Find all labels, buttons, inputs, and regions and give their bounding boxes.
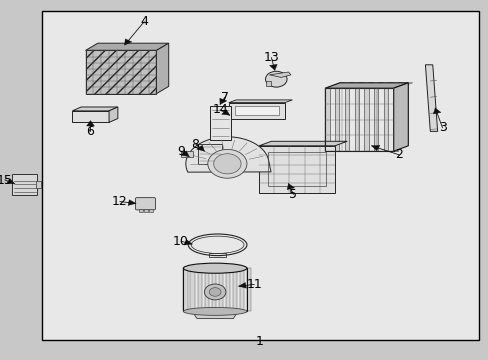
Polygon shape	[383, 83, 402, 88]
Polygon shape	[246, 268, 251, 311]
Polygon shape	[183, 268, 187, 311]
Polygon shape	[240, 268, 244, 311]
Polygon shape	[124, 39, 132, 45]
Ellipse shape	[183, 307, 246, 315]
Polygon shape	[196, 145, 204, 151]
Polygon shape	[354, 88, 358, 151]
Text: 5: 5	[289, 188, 297, 201]
Text: 1: 1	[255, 336, 263, 348]
Polygon shape	[181, 151, 193, 157]
Polygon shape	[197, 268, 202, 311]
Polygon shape	[325, 88, 329, 151]
Polygon shape	[373, 88, 378, 151]
Text: 7: 7	[221, 91, 228, 104]
Polygon shape	[192, 311, 238, 319]
Polygon shape	[221, 110, 229, 115]
Polygon shape	[190, 268, 194, 311]
Polygon shape	[354, 83, 373, 88]
Polygon shape	[185, 137, 270, 172]
Polygon shape	[232, 268, 237, 311]
Polygon shape	[393, 88, 397, 151]
Polygon shape	[225, 268, 230, 311]
Polygon shape	[269, 64, 277, 70]
Circle shape	[204, 284, 225, 300]
Polygon shape	[334, 88, 339, 151]
Circle shape	[265, 71, 286, 87]
Polygon shape	[181, 151, 189, 157]
Polygon shape	[85, 43, 168, 50]
Circle shape	[207, 149, 246, 178]
Polygon shape	[156, 43, 168, 94]
Polygon shape	[183, 240, 192, 245]
Ellipse shape	[183, 263, 246, 273]
Polygon shape	[371, 145, 379, 150]
Polygon shape	[72, 111, 109, 122]
Circle shape	[213, 154, 241, 174]
Polygon shape	[425, 65, 437, 131]
FancyBboxPatch shape	[12, 174, 37, 195]
Polygon shape	[286, 184, 294, 190]
Text: 15: 15	[0, 174, 13, 186]
Text: 6: 6	[86, 125, 94, 138]
Polygon shape	[210, 106, 230, 140]
Polygon shape	[228, 103, 285, 119]
Polygon shape	[393, 83, 412, 88]
Polygon shape	[198, 144, 222, 164]
Polygon shape	[6, 179, 15, 184]
Polygon shape	[373, 83, 392, 88]
Text: 4: 4	[140, 15, 148, 28]
Polygon shape	[325, 83, 344, 88]
Bar	[149, 209, 152, 212]
Polygon shape	[109, 107, 118, 122]
Polygon shape	[393, 83, 407, 151]
Polygon shape	[86, 121, 94, 126]
Bar	[36, 180, 41, 188]
Polygon shape	[325, 83, 407, 88]
Polygon shape	[344, 83, 363, 88]
Polygon shape	[334, 83, 353, 88]
Text: 9: 9	[177, 145, 184, 158]
Polygon shape	[265, 81, 271, 86]
Polygon shape	[204, 268, 208, 311]
Text: 13: 13	[263, 51, 279, 64]
Polygon shape	[220, 98, 226, 104]
Polygon shape	[259, 146, 334, 193]
Polygon shape	[72, 107, 118, 111]
Polygon shape	[259, 141, 346, 146]
Text: 14: 14	[212, 103, 227, 116]
Polygon shape	[228, 100, 292, 103]
Bar	[41, 11, 478, 340]
Polygon shape	[234, 106, 279, 115]
Polygon shape	[269, 72, 290, 77]
Text: 8: 8	[191, 138, 199, 150]
Polygon shape	[364, 83, 383, 88]
Text: 11: 11	[246, 278, 262, 291]
Polygon shape	[432, 108, 440, 114]
Circle shape	[209, 288, 221, 296]
Polygon shape	[344, 88, 348, 151]
Polygon shape	[211, 268, 216, 311]
Bar	[144, 209, 147, 212]
Text: 3: 3	[438, 121, 446, 134]
Text: 10: 10	[173, 235, 188, 248]
Text: 12: 12	[112, 195, 127, 208]
Polygon shape	[218, 268, 223, 311]
Polygon shape	[238, 283, 246, 288]
FancyBboxPatch shape	[135, 198, 155, 210]
Bar	[267, 152, 325, 186]
Polygon shape	[85, 50, 156, 94]
Polygon shape	[364, 88, 368, 151]
Polygon shape	[383, 88, 387, 151]
Text: 2: 2	[394, 148, 402, 161]
Polygon shape	[128, 200, 136, 206]
Bar	[139, 209, 142, 212]
